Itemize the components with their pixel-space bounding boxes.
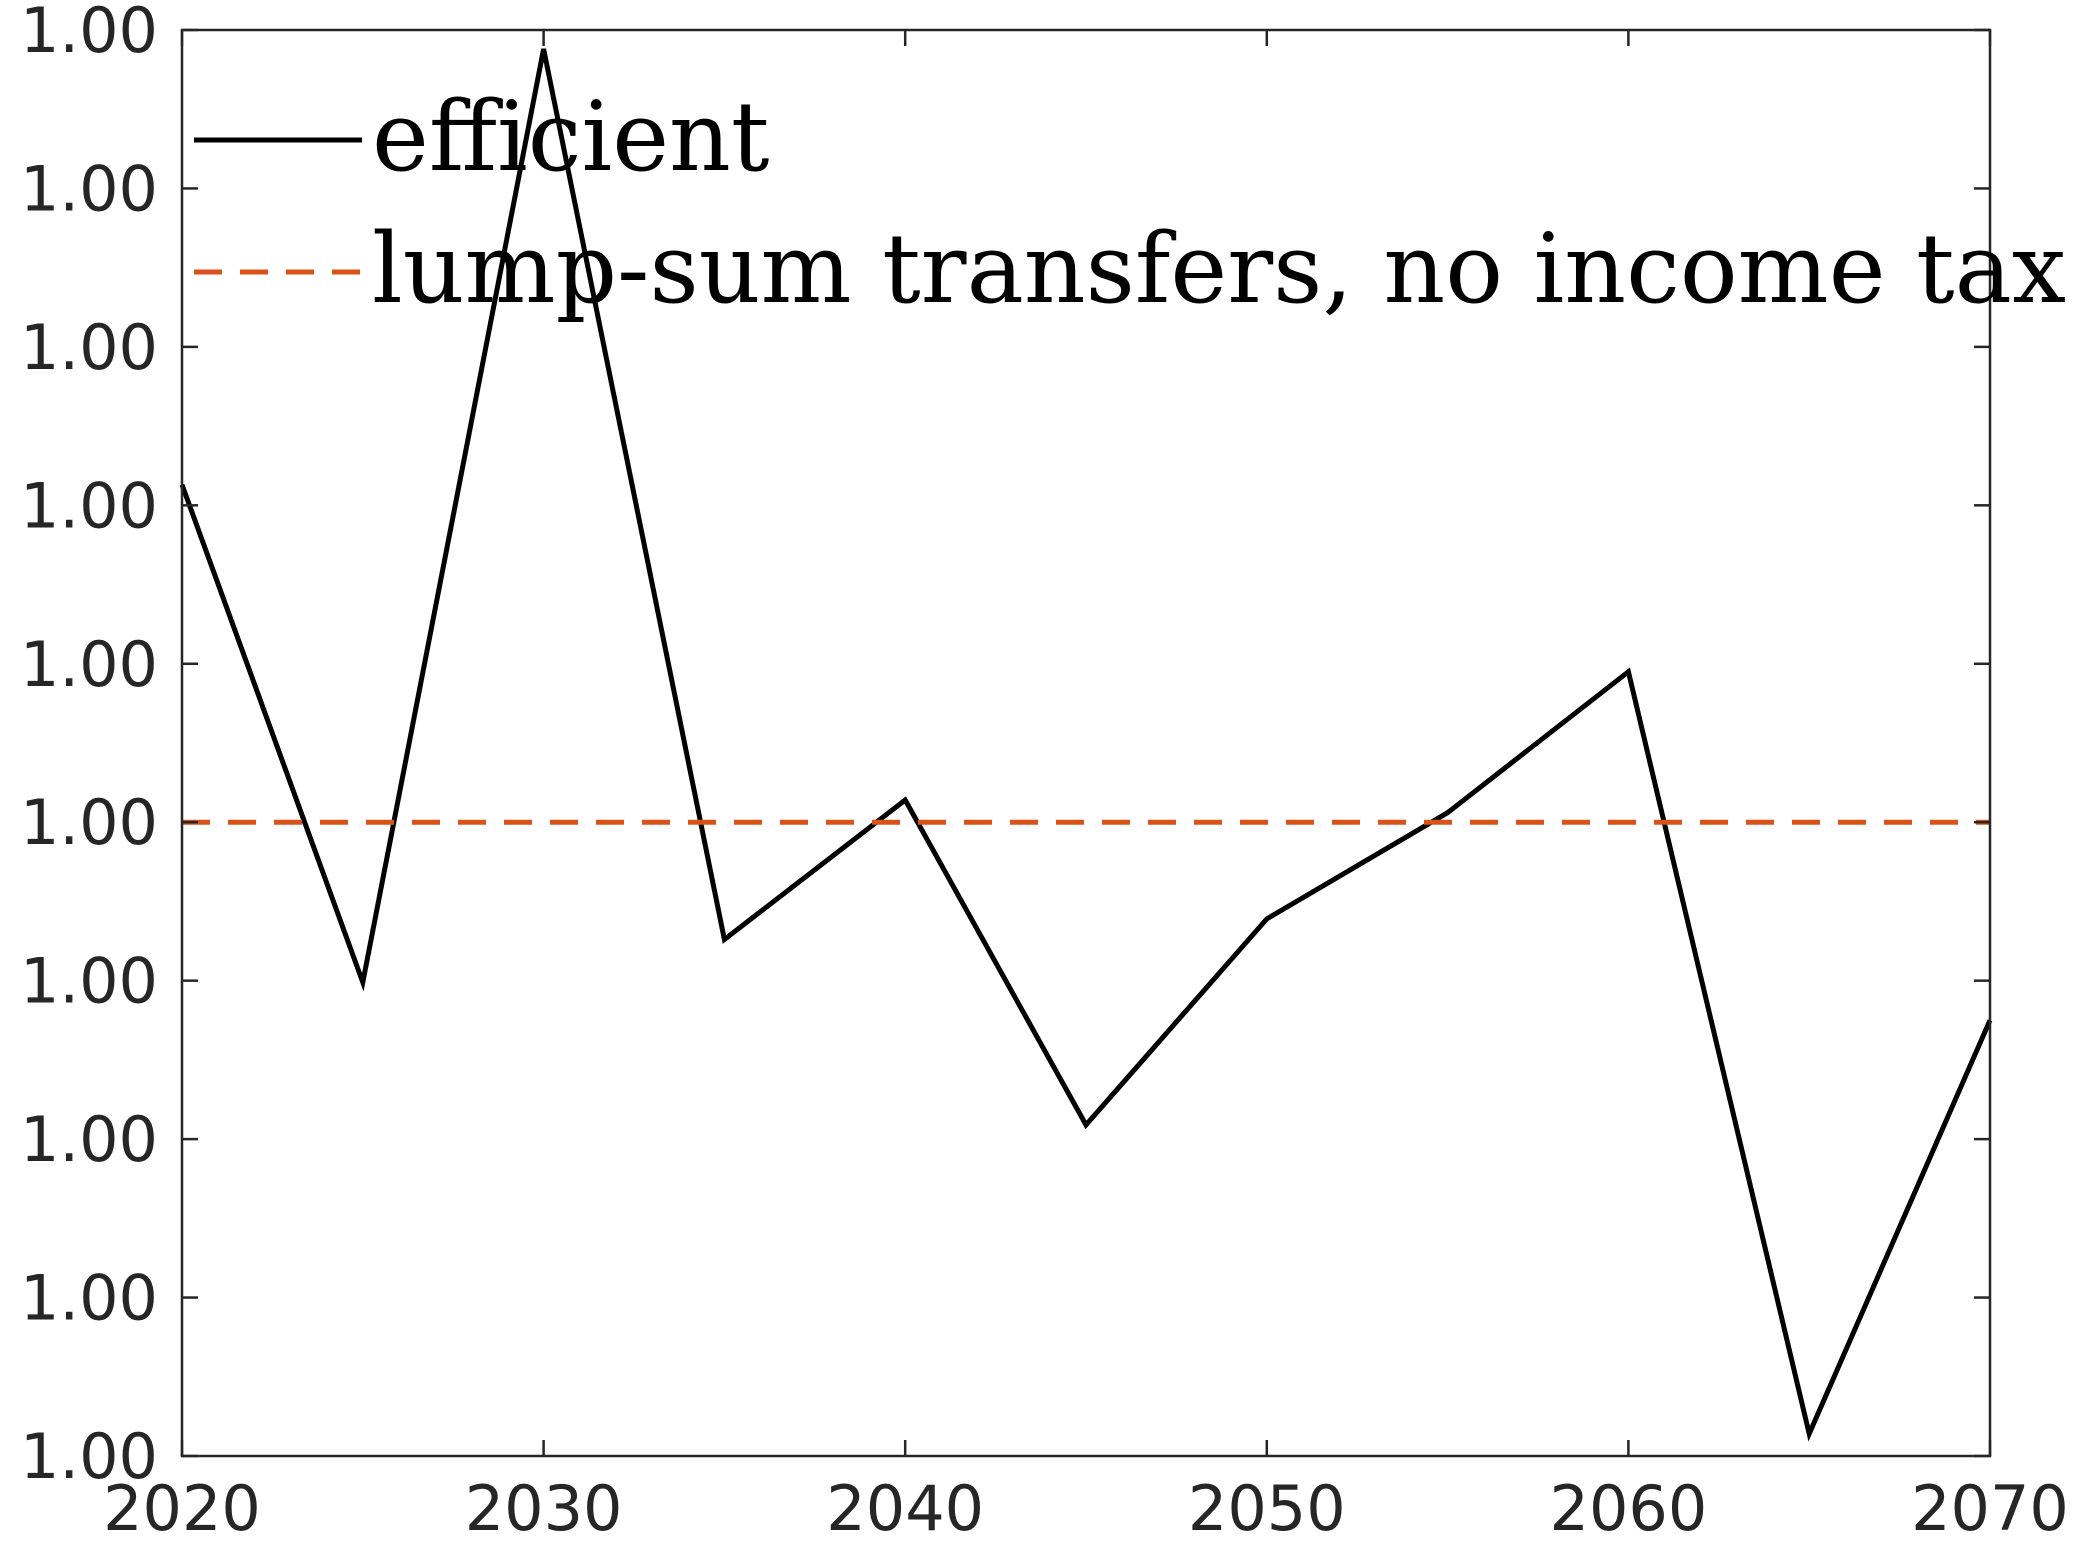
y-tick-label: 1.00 xyxy=(20,786,158,859)
axes-box xyxy=(180,28,1992,1458)
x-tick-label: 2060 xyxy=(1550,1472,1708,1545)
series-line-1 xyxy=(179,48,1993,1442)
y-tick-label: 1.00 xyxy=(20,469,158,542)
x-tick-label: 2050 xyxy=(1188,1472,1346,1545)
y-tick-label: 1.00 xyxy=(20,628,158,701)
y-tick-label: 1.00 xyxy=(20,152,158,225)
y-tick-label: 1.00 xyxy=(20,311,158,384)
y-tick-label: 1.00 xyxy=(20,0,158,67)
x-tick-label: 2040 xyxy=(826,1472,984,1545)
x-tick-label: 2030 xyxy=(465,1472,623,1545)
y-tick-label: 1.00 xyxy=(20,1103,158,1176)
axes-layer: 2020 2030 2040 2050 2060 2070 1.00 1.00 1.00 1.00… xyxy=(20,0,2069,1545)
y-tick-label: 1.00 xyxy=(20,1262,158,1335)
series-layer xyxy=(179,48,1993,1442)
legend: efficient lump-sum transfers, no income t… xyxy=(194,81,2066,325)
legend-label-1: efficient xyxy=(372,81,769,193)
y-tick-label: 1.00 xyxy=(20,1420,158,1493)
plot-background xyxy=(182,30,1990,1456)
y-tick-label: 1.00 xyxy=(20,945,158,1018)
plot-area xyxy=(182,30,1990,1456)
x-tick-label: 2070 xyxy=(1911,1472,2069,1545)
x-tick-label: 2020 xyxy=(103,1472,261,1545)
legend-label-2: lump-sum transfers, no income tax xyxy=(372,213,2066,325)
